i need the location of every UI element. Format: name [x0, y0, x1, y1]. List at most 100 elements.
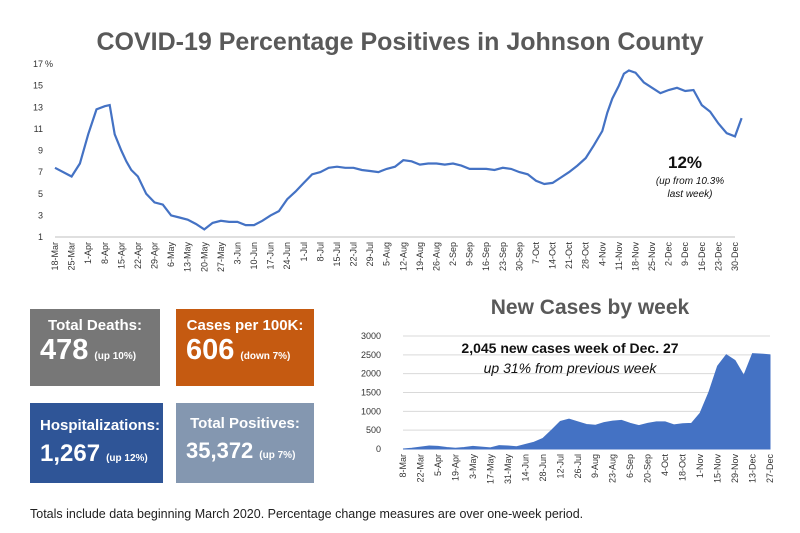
y-unit-label: % [45, 59, 53, 69]
x-tick-label: 13-Dec [748, 454, 758, 484]
x-tick-label: 9-Dec [680, 242, 690, 267]
cases-annotation-line1: 2,045 new cases week of Dec. 27 [461, 340, 679, 356]
y-tick-label: 1000 [361, 406, 381, 416]
x-tick-label: 26-Aug [431, 242, 441, 271]
cases-per-100k-change: (down 7%) [240, 351, 291, 362]
total-deaths-change: (up 10%) [94, 351, 137, 362]
x-tick-label: 27-Dec [765, 454, 775, 484]
x-tick-label: 14-Oct [548, 242, 558, 270]
hospitalizations-label: Hospitalizations: [40, 417, 161, 434]
cases-chart-title: New Cases by week [490, 296, 690, 319]
chart-title: COVID-19 Percentage Positives in Johnson… [96, 28, 704, 56]
x-axis-ticks: 8-Mar 22-Mar 5-Apr 19-Apr 3-May 17-May 31-May 1… [398, 454, 775, 485]
y-tick-label: 15 [33, 81, 43, 91]
cases-per-100k-value: 606 [186, 334, 235, 366]
x-tick-label: 6-May [166, 242, 176, 268]
y-tick-label: 0 [376, 444, 381, 454]
x-tick-label: 9-Aug [590, 454, 600, 478]
x-tick-label: 12-Jul [555, 454, 565, 479]
total-positives-label: Total Positives: [190, 415, 300, 432]
x-tick-label: 21-Oct [564, 242, 574, 270]
x-tick-label: 23-Aug [608, 454, 618, 483]
x-tick-label: 19-Aug [415, 242, 425, 271]
x-tick-label: 15-Apr [116, 242, 126, 269]
x-tick-label: 23-Sep [498, 242, 508, 271]
x-tick-label: 29-Nov [730, 454, 740, 484]
x-tick-label: 18-Oct [678, 454, 688, 482]
x-tick-label: 2-Sep [448, 242, 458, 266]
x-tick-label: 2-Dec [664, 242, 674, 267]
x-tick-label: 15-Jul [332, 242, 342, 267]
x-tick-label: 18-Mar [50, 242, 60, 271]
x-tick-label: 18-Nov [630, 242, 640, 272]
y-tick-label: 5 [38, 189, 43, 199]
latest-note-line1: (up from 10.3% [655, 176, 725, 187]
x-tick-label: 24-Jun [282, 242, 292, 270]
x-tick-label: 30-Sep [514, 242, 524, 271]
positivity-series-line [54, 69, 743, 231]
y-tick-label: 1 [38, 232, 43, 242]
x-tick-label: 9-Sep [465, 242, 475, 266]
x-tick-label: 23-Dec [713, 242, 723, 272]
total-positives-change: (up 7%) [259, 450, 296, 461]
weekly-cases-area-chart: 0 500 1000 1500 2000 2500 3000 8-Mar 22-Mar 5-Ap… [361, 331, 775, 485]
cases-annotation-line2: up 31% from previous week [483, 360, 657, 376]
x-tick-label: 1-Nov [695, 454, 705, 479]
x-tick-label: 5-Apr [433, 454, 443, 476]
weekly-cases-area [402, 353, 771, 450]
y-tick-label: 1500 [361, 388, 381, 398]
y-tick-label: 3 [38, 210, 43, 220]
x-tick-label: 7-Oct [531, 242, 541, 265]
x-tick-label: 22-Apr [133, 242, 143, 269]
x-tick-label: 3-Jun [232, 242, 242, 265]
footnote: Totals include data beginning March 2020… [30, 507, 584, 521]
y-tick-label: 2500 [361, 350, 381, 360]
total-positives-card: Total Positives: 35,372 (up 7%) [176, 403, 314, 483]
x-tick-label: 8-Jul [315, 242, 325, 262]
total-deaths-value: 478 [40, 334, 89, 366]
hospitalizations-change: (up 12%) [106, 453, 148, 464]
x-axis-ticks: 18-Mar 25-Mar 1-Apr 8-Apr 15-Apr 22-Apr 29-Apr… [50, 242, 740, 273]
x-tick-label: 26-Jul [573, 454, 583, 479]
x-tick-label: 17-Jun [266, 242, 276, 270]
x-tick-label: 8-Apr [100, 242, 110, 264]
x-tick-label: 4-Oct [660, 454, 670, 477]
x-tick-label: 11-Nov [614, 242, 624, 271]
x-tick-label: 14-Jun [520, 454, 530, 482]
total-positives-value: 35,372 [186, 438, 254, 463]
total-deaths-card: Total Deaths: 478 (up 10%) [30, 309, 160, 386]
x-tick-label: 1-Jul [299, 242, 309, 262]
x-tick-label: 20-Sep [643, 454, 653, 483]
x-tick-label: 22-Jul [349, 242, 359, 267]
x-tick-label: 27-May [216, 242, 226, 273]
x-tick-label: 28-Jun [538, 454, 548, 482]
x-tick-label: 5-Aug [382, 242, 392, 266]
y-axis-ticks: 0 500 1000 1500 2000 2500 3000 [361, 331, 381, 454]
y-tick-label: 17 [33, 59, 43, 69]
x-tick-label: 29-Apr [150, 242, 160, 269]
hospitalizations-card: Hospitalizations: 1,267 (up 12%) [30, 403, 163, 483]
latest-note-line2: last week) [667, 189, 713, 200]
x-tick-label: 3-May [468, 454, 478, 480]
x-tick-label: 16-Dec [697, 242, 707, 272]
x-tick-label: 6-Sep [625, 454, 635, 478]
x-tick-label: 25-Nov [647, 242, 657, 272]
cases-per-100k-label: Cases per 100K: [186, 317, 304, 334]
latest-positivity-value: 12% [667, 153, 703, 172]
x-tick-label: 19-Apr [450, 454, 460, 481]
x-tick-label: 15-Nov [713, 454, 723, 484]
x-tick-label: 22-Mar [415, 454, 425, 483]
total-deaths-label: Total Deaths: [48, 317, 142, 334]
x-tick-label: 30-Dec [730, 242, 740, 272]
x-tick-label: 20-May [199, 242, 209, 273]
x-tick-label: 16-Sep [481, 242, 491, 271]
y-tick-label: 3000 [361, 331, 381, 341]
y-tick-label: 11 [34, 124, 43, 134]
x-tick-label: 17-May [485, 454, 495, 485]
x-tick-label: 25-Mar [67, 242, 77, 271]
x-tick-label: 28-Oct [581, 242, 591, 270]
x-tick-label: 12-Aug [398, 242, 408, 271]
y-tick-label: 7 [38, 167, 43, 177]
x-tick-label: 29-Jul [365, 242, 375, 267]
